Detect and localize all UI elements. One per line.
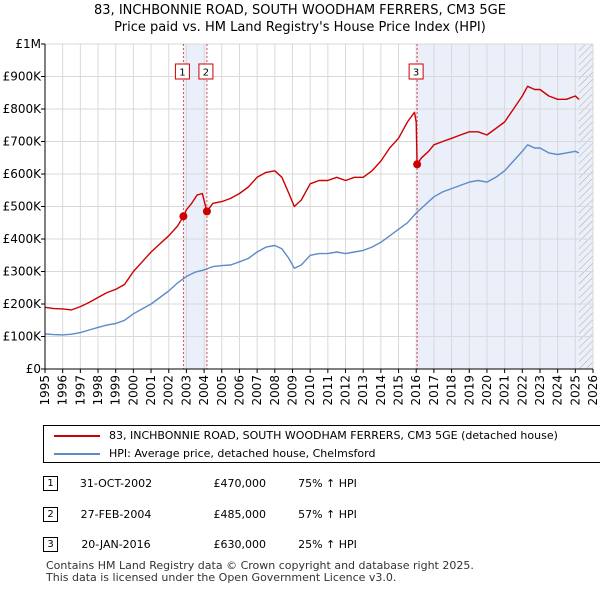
x-tick-label: 1998 bbox=[91, 375, 105, 406]
transaction-number: 1 bbox=[43, 476, 58, 491]
x-tick-label: 2015 bbox=[392, 375, 406, 406]
legend-label-property: 83, INCHBONNIE ROAD, SOUTH WOODHAM FERRE… bbox=[109, 429, 558, 442]
x-tick-label: 2012 bbox=[339, 375, 353, 406]
x-tick-label: 2022 bbox=[515, 375, 529, 406]
transaction-row: 1 31-OCT-2002 £470,000 75% ↑ HPI bbox=[0, 476, 600, 496]
x-tick-label: 2019 bbox=[462, 375, 476, 406]
x-tick-label: 2016 bbox=[409, 375, 423, 406]
legend-swatch-hpi bbox=[54, 453, 100, 455]
transaction-hpi: 25% ↑ HPI bbox=[298, 538, 357, 551]
sale-label-box bbox=[174, 63, 190, 80]
transaction-price: £470,000 bbox=[213, 477, 267, 490]
x-tick-label: 2005 bbox=[215, 375, 229, 406]
x-tick-label: 2010 bbox=[303, 375, 317, 406]
x-tick-label: 2002 bbox=[162, 375, 176, 406]
x-tick-label: 2006 bbox=[232, 375, 246, 406]
x-tick-label: 2023 bbox=[533, 375, 547, 406]
x-tick-label: 1997 bbox=[73, 375, 87, 406]
y-tick-label: £200K bbox=[3, 297, 43, 311]
property-price-line bbox=[44, 85, 580, 311]
sale-label-box bbox=[198, 63, 214, 80]
transaction-price: £485,000 bbox=[213, 508, 267, 521]
footer-licence: This data is licensed under the Open Gov… bbox=[46, 571, 397, 584]
x-tick-label: 2009 bbox=[285, 375, 299, 406]
transaction-number: 3 bbox=[43, 537, 58, 552]
legend-swatch-property bbox=[54, 435, 100, 437]
x-tick-label: 1995 bbox=[38, 375, 52, 406]
transaction-hpi: 57% ↑ HPI bbox=[298, 508, 357, 521]
price-chart: 1 2 3 £0 £100K £200K £300K £400K £500K £600K £700K… bbox=[3, 37, 600, 406]
x-tick-label: 2020 bbox=[480, 375, 494, 406]
legend-label-hpi: HPI: Average price, detached house, Chel… bbox=[109, 447, 376, 460]
transaction-row: 2 27-FEB-2004 £485,000 57% ↑ HPI bbox=[0, 507, 600, 527]
y-tick-label: £500K bbox=[3, 200, 43, 214]
sale-point bbox=[202, 207, 211, 216]
transaction-price: £630,000 bbox=[213, 538, 267, 551]
y-tick-label: £900K bbox=[3, 70, 43, 84]
x-tick-label: 2003 bbox=[179, 375, 193, 406]
x-tick-label: 2024 bbox=[551, 375, 565, 406]
sale-point bbox=[413, 160, 422, 169]
x-tick-label: 2007 bbox=[250, 375, 264, 406]
chart-title: 83, INCHBONNIE ROAD, SOUTH WOODHAM FERRE… bbox=[94, 3, 506, 18]
legend-item-property: 83, INCHBONNIE ROAD, SOUTH WOODHAM FERRE… bbox=[44, 427, 600, 445]
transaction-date: 31-OCT-2002 bbox=[79, 477, 153, 490]
x-tick-label: 2008 bbox=[268, 375, 282, 406]
x-tick-label: 1996 bbox=[56, 375, 70, 406]
hpi-line bbox=[44, 144, 580, 336]
legend: 83, INCHBONNIE ROAD, SOUTH WOODHAM FERRE… bbox=[43, 425, 600, 463]
x-tick-label: 2025 bbox=[568, 375, 582, 406]
x-tick-label: 2004 bbox=[197, 375, 211, 406]
sale-label-box bbox=[408, 63, 424, 80]
legend-item-hpi: HPI: Average price, detached house, Chel… bbox=[44, 445, 600, 462]
y-tick-label: £100K bbox=[3, 330, 43, 344]
x-tick-label: 2014 bbox=[374, 375, 388, 406]
footer-copyright: Contains HM Land Registry data © Crown c… bbox=[46, 559, 474, 572]
x-tick-label: 1999 bbox=[109, 375, 123, 406]
x-tick-label: 2017 bbox=[427, 375, 441, 406]
transaction-date: 20-JAN-2016 bbox=[81, 538, 151, 551]
x-tick-label: 2018 bbox=[445, 375, 459, 406]
chart-subtitle: Price paid vs. HM Land Registry's House … bbox=[114, 20, 486, 35]
y-tick-label: £800K bbox=[3, 102, 43, 116]
x-tick-label: 2001 bbox=[144, 375, 158, 406]
y-tick-label: £1M bbox=[15, 37, 41, 51]
y-tick-label: £300K bbox=[3, 265, 43, 279]
x-tick-label: 2026 bbox=[586, 375, 600, 406]
transaction-date: 27-FEB-2004 bbox=[80, 508, 152, 521]
y-tick-label: £700K bbox=[3, 135, 43, 149]
transaction-hpi: 75% ↑ HPI bbox=[298, 477, 357, 490]
x-tick-label: 2021 bbox=[498, 375, 512, 406]
y-tick-label: £0 bbox=[26, 362, 41, 376]
sale-label: 1 bbox=[179, 68, 185, 79]
x-tick-label: 2011 bbox=[321, 375, 335, 406]
y-tick-label: £600K bbox=[3, 167, 43, 181]
sale-label: 3 bbox=[413, 68, 419, 79]
y-tick-label: £400K bbox=[3, 232, 43, 246]
transaction-row: 3 20-JAN-2016 £630,000 25% ↑ HPI bbox=[0, 537, 600, 557]
x-tick-label: 2000 bbox=[126, 375, 140, 406]
transaction-number: 2 bbox=[43, 507, 58, 522]
sale-point bbox=[179, 212, 188, 221]
sale-label: 2 bbox=[203, 68, 209, 79]
x-tick-label: 2013 bbox=[356, 375, 370, 406]
